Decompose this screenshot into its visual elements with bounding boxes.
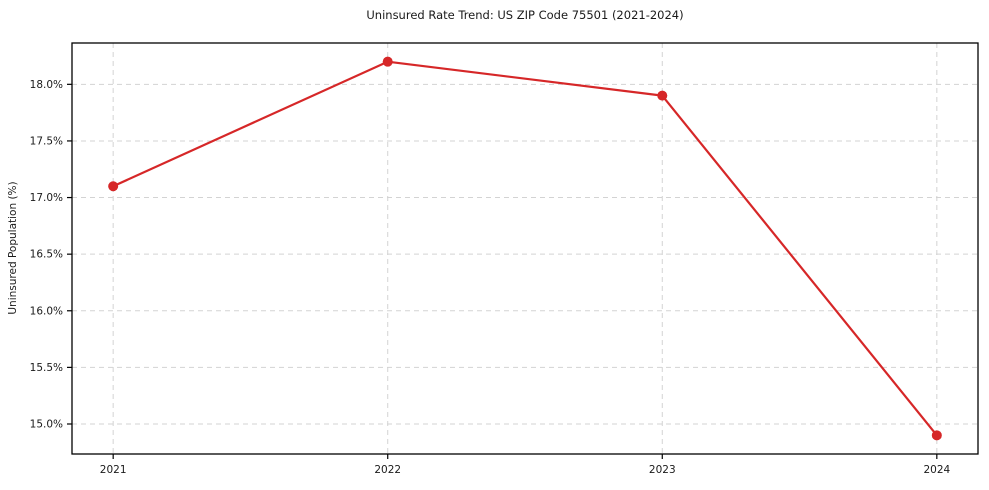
x-tick-label: 2022: [374, 464, 401, 476]
y-tick-label: 15.0%: [30, 418, 63, 430]
x-tick-label: 2024: [923, 464, 950, 476]
chart-title: Uninsured Rate Trend: US ZIP Code 75501 …: [366, 8, 684, 22]
x-tick-label: 2021: [100, 464, 127, 476]
y-tick-label: 15.5%: [30, 362, 63, 374]
y-tick-label: 16.5%: [30, 249, 63, 261]
axes-spines: [71, 42, 979, 455]
data-point: [657, 90, 668, 101]
x-tick-label: 2023: [649, 464, 676, 476]
y-tick-label: 18.0%: [30, 79, 63, 91]
data-point: [382, 56, 393, 67]
y-tick-label: 17.0%: [30, 192, 63, 204]
y-tick-label: 17.5%: [30, 135, 63, 147]
data-point: [931, 430, 942, 441]
data-point: [108, 181, 119, 192]
y-tick-label: 16.0%: [30, 305, 63, 317]
trend-line: [112, 60, 938, 437]
y-axis-label: Uninsured Population (%): [7, 181, 19, 315]
